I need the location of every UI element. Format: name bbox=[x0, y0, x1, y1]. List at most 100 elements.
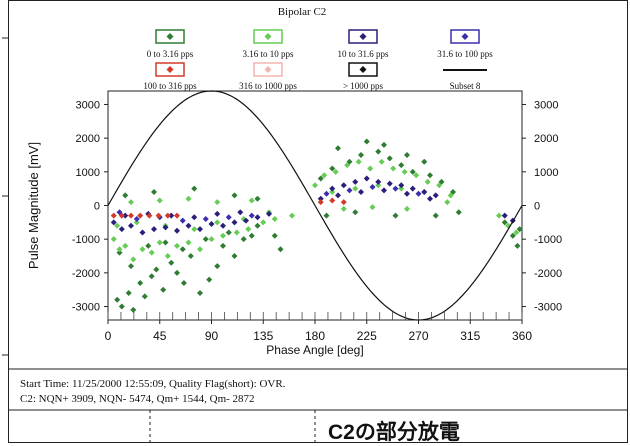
data-point bbox=[185, 239, 192, 246]
y-tick-label-left: 3000 bbox=[76, 99, 100, 111]
data-point bbox=[156, 239, 163, 246]
data-point bbox=[133, 219, 140, 226]
data-point bbox=[185, 222, 192, 229]
data-point bbox=[130, 256, 137, 263]
data-point bbox=[340, 182, 347, 189]
data-point bbox=[153, 266, 160, 273]
data-point bbox=[118, 226, 125, 233]
data-point bbox=[289, 212, 295, 219]
start-time-line: Start Time: 11/25/2000 12:55:09, Quality… bbox=[20, 378, 286, 390]
data-point bbox=[248, 212, 255, 219]
legend-label: 0 to 3.16 pps bbox=[147, 49, 194, 59]
data-point bbox=[432, 212, 439, 219]
data-point bbox=[355, 158, 362, 165]
data-point bbox=[174, 269, 180, 276]
data-point bbox=[151, 189, 157, 196]
x-tick-label: 90 bbox=[205, 329, 219, 343]
legend-diamond-marker bbox=[166, 66, 174, 73]
data-point bbox=[128, 199, 134, 206]
data-point bbox=[220, 232, 226, 239]
y-tick-label-left: -3000 bbox=[72, 302, 100, 314]
legend-label: 3.16 to 10 pps bbox=[242, 49, 294, 59]
data-point bbox=[369, 204, 376, 211]
data-point bbox=[277, 246, 284, 253]
data-point bbox=[409, 168, 416, 175]
y-tick-label-left: 0 bbox=[94, 201, 100, 213]
y-tick-label-right: 0 bbox=[534, 201, 540, 213]
y-axis-label: Pulse Magnitude [mV] bbox=[26, 142, 41, 269]
charge-stats-line: C2: NQN+ 3909, NQN- 5474, Qm+ 1544, Qm- … bbox=[20, 393, 255, 405]
data-point bbox=[220, 222, 226, 229]
x-tick-label: 225 bbox=[357, 329, 377, 343]
data-point bbox=[254, 195, 261, 202]
x-tick-label: 360 bbox=[512, 329, 532, 343]
legend-diamond-marker bbox=[166, 33, 174, 40]
data-point bbox=[501, 219, 508, 226]
data-point bbox=[404, 190, 410, 197]
data-point bbox=[125, 290, 132, 297]
data-point bbox=[427, 172, 433, 179]
data-point bbox=[164, 253, 171, 260]
data-point bbox=[323, 190, 330, 197]
data-point bbox=[214, 210, 221, 217]
data-point bbox=[317, 195, 324, 202]
data-point bbox=[231, 253, 238, 260]
data-point bbox=[174, 227, 180, 234]
data-point bbox=[312, 182, 318, 189]
data-point bbox=[352, 185, 359, 192]
data-point bbox=[381, 141, 387, 148]
data-point bbox=[141, 293, 148, 300]
data-point bbox=[329, 189, 336, 196]
data-point bbox=[323, 212, 330, 219]
data-point bbox=[151, 226, 157, 233]
data-point bbox=[254, 214, 261, 221]
x-tick-label: 270 bbox=[408, 329, 428, 343]
data-point bbox=[346, 187, 353, 194]
data-point bbox=[392, 212, 399, 219]
data-point bbox=[248, 197, 255, 204]
data-point bbox=[139, 229, 146, 236]
data-point bbox=[110, 212, 117, 219]
x-tick-label: 0 bbox=[105, 329, 112, 343]
data-point bbox=[122, 192, 129, 199]
data-point bbox=[358, 189, 364, 196]
data-point bbox=[367, 165, 374, 172]
data-point bbox=[398, 185, 405, 192]
data-point bbox=[427, 195, 433, 202]
data-point bbox=[168, 259, 175, 266]
data-point bbox=[208, 221, 215, 228]
data-point bbox=[156, 197, 163, 204]
data-point bbox=[197, 246, 203, 253]
data-point bbox=[358, 151, 364, 158]
data-point bbox=[237, 209, 244, 216]
y-tick-label-left: 1000 bbox=[76, 167, 100, 179]
legend-diamond-marker bbox=[359, 33, 367, 40]
y-tick-label-left: -2000 bbox=[72, 268, 100, 280]
data-point bbox=[321, 172, 328, 179]
x-tick-label: 315 bbox=[460, 329, 480, 343]
data-point bbox=[231, 192, 238, 199]
data-point bbox=[118, 212, 125, 219]
data-point bbox=[415, 190, 422, 197]
sine-reference-line bbox=[107, 90, 523, 321]
legend-label: 316 to 1000 pps bbox=[239, 81, 297, 91]
data-point bbox=[225, 214, 232, 221]
data-point bbox=[146, 212, 153, 219]
x-axis-label: Phase Angle [deg] bbox=[266, 343, 363, 357]
figure-caption: C2の部分放電 bbox=[328, 421, 460, 444]
data-point bbox=[317, 175, 324, 182]
data-point bbox=[340, 199, 347, 206]
data-point bbox=[114, 222, 121, 229]
data-point bbox=[248, 232, 255, 239]
data-point bbox=[243, 217, 249, 224]
data-point bbox=[197, 290, 203, 297]
data-point bbox=[155, 212, 162, 219]
data-point bbox=[148, 249, 155, 256]
data-point bbox=[329, 197, 336, 204]
data-point bbox=[118, 303, 125, 310]
data-point bbox=[352, 178, 359, 185]
data-point bbox=[233, 229, 240, 236]
data-point bbox=[160, 286, 167, 293]
data-point bbox=[332, 168, 339, 175]
data-point bbox=[501, 212, 508, 219]
